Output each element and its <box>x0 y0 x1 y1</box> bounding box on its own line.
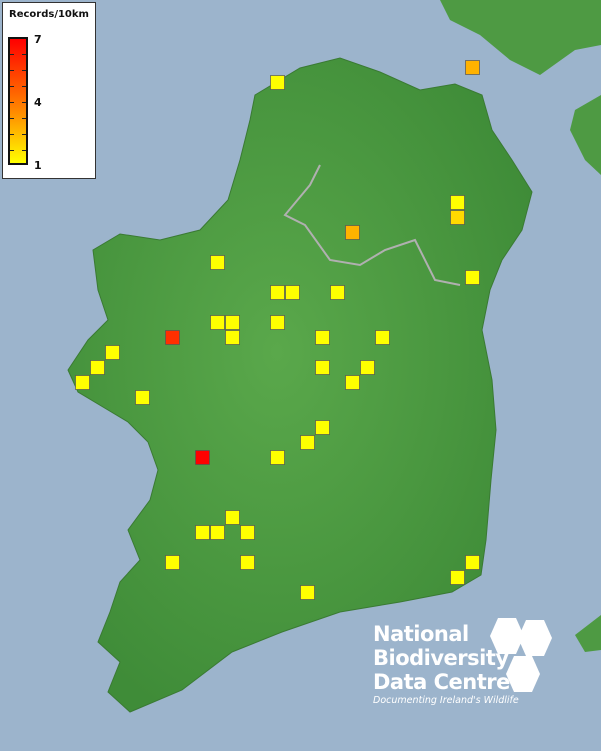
record-square[interactable] <box>270 75 285 90</box>
record-square[interactable] <box>330 285 345 300</box>
record-square[interactable] <box>225 330 240 345</box>
record-square[interactable] <box>315 420 330 435</box>
record-square[interactable] <box>315 360 330 375</box>
logo-text-line1: National <box>373 622 469 646</box>
ireland-landmass <box>67 57 533 713</box>
record-square[interactable] <box>105 345 120 360</box>
record-square[interactable] <box>75 375 90 390</box>
record-square[interactable] <box>240 555 255 570</box>
record-square[interactable] <box>195 525 210 540</box>
record-square[interactable] <box>270 450 285 465</box>
legend-color-ramp <box>8 37 28 165</box>
record-square[interactable] <box>300 435 315 450</box>
record-square[interactable] <box>465 60 480 75</box>
record-square[interactable] <box>210 255 225 270</box>
legend-title: Records/10km <box>9 9 89 20</box>
record-square[interactable] <box>195 450 210 465</box>
record-square[interactable] <box>225 315 240 330</box>
record-square[interactable] <box>270 285 285 300</box>
record-square[interactable] <box>345 225 360 240</box>
scotland-landmass <box>570 95 601 175</box>
record-square[interactable] <box>210 525 225 540</box>
scotland-landmass <box>440 0 601 75</box>
logo-text-line3: Data Centre <box>373 670 510 694</box>
record-square[interactable] <box>375 330 390 345</box>
record-square[interactable] <box>165 330 180 345</box>
record-square[interactable] <box>345 375 360 390</box>
record-square[interactable] <box>210 315 225 330</box>
record-square[interactable] <box>90 360 105 375</box>
border-line <box>283 164 461 286</box>
record-square[interactable] <box>315 330 330 345</box>
britain-landmass <box>575 615 601 652</box>
hexagon-logo-icon <box>490 618 552 692</box>
legend-label-min: 1 <box>34 159 42 172</box>
legend-label-max: 7 <box>34 33 42 46</box>
legend-label-mid: 4 <box>34 96 42 109</box>
record-square[interactable] <box>225 510 240 525</box>
record-square[interactable] <box>240 525 255 540</box>
record-square[interactable] <box>450 210 465 225</box>
record-square[interactable] <box>360 360 375 375</box>
logo-text-line2: Biodiversity <box>373 646 509 670</box>
record-square[interactable] <box>165 555 180 570</box>
record-square[interactable] <box>465 555 480 570</box>
record-square[interactable] <box>270 315 285 330</box>
record-square[interactable] <box>465 270 480 285</box>
record-square[interactable] <box>135 390 150 405</box>
nbdc-logo: National Biodiversity Data Centre Docume… <box>373 618 552 706</box>
legend: Records/10km 7 4 1 <box>2 2 96 179</box>
record-square[interactable] <box>450 195 465 210</box>
record-square[interactable] <box>300 585 315 600</box>
record-squares <box>75 60 480 600</box>
logo-tagline: Documenting Ireland's Wildlife <box>373 695 519 706</box>
record-square[interactable] <box>285 285 300 300</box>
record-square[interactable] <box>450 570 465 585</box>
